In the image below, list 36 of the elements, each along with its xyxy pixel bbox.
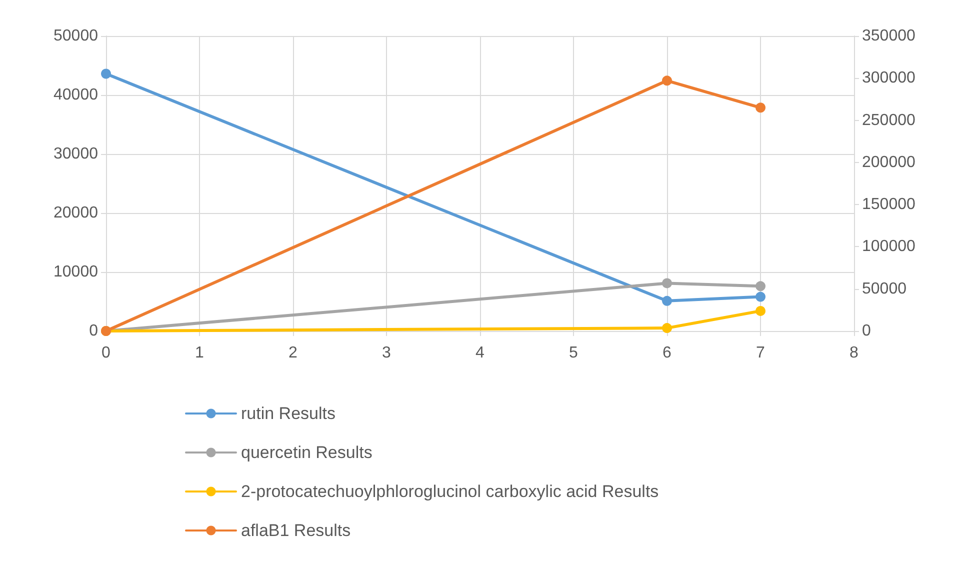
legend-label: aflaB1 Results [241, 521, 351, 540]
x-tick-label: 6 [662, 344, 672, 362]
point [756, 102, 766, 113]
point [101, 68, 111, 79]
y-tick-label: 0 [89, 322, 98, 340]
y2-tick-label: 150000 [862, 196, 916, 214]
x-tick-label: 4 [476, 344, 485, 362]
x-tick-label: 0 [102, 344, 111, 362]
legend-label: quercetin Results [241, 443, 372, 462]
y2-tick-label: 0 [862, 322, 871, 340]
y2-tick-label: 100000 [862, 238, 916, 256]
point [756, 281, 766, 292]
y2-tick-label: 300000 [862, 70, 916, 87]
legend-label: rutin Results [241, 404, 336, 423]
y-tick-label: 30000 [54, 146, 98, 162]
point [662, 76, 672, 86]
y-tick-label: 40000 [54, 86, 98, 104]
y-tick-label: 10000 [54, 264, 98, 280]
point [662, 296, 672, 306]
x-tick-label: 3 [382, 344, 392, 362]
x-tick-label: 1 [195, 344, 204, 362]
y2-tick-label: 350000 [862, 28, 916, 44]
y2-tick-label: 200000 [862, 154, 916, 171]
y-tick-label: 20000 [54, 204, 98, 222]
point [662, 278, 672, 288]
x-tick-label: 2 [288, 344, 298, 362]
legend-label: 2-protocatechuoylphloroglucinol carboxylic acid Results [241, 482, 659, 501]
point [662, 323, 672, 334]
x-tick-label: 5 [569, 344, 578, 362]
y2-tick-label: 250000 [862, 112, 916, 129]
point [756, 292, 766, 302]
x-tick-label: 7 [756, 344, 766, 362]
y-tick-label: 50000 [54, 28, 98, 44]
point [756, 306, 766, 316]
x-tick-label: 8 [850, 344, 859, 362]
y2-tick-label: 50000 [862, 280, 907, 298]
